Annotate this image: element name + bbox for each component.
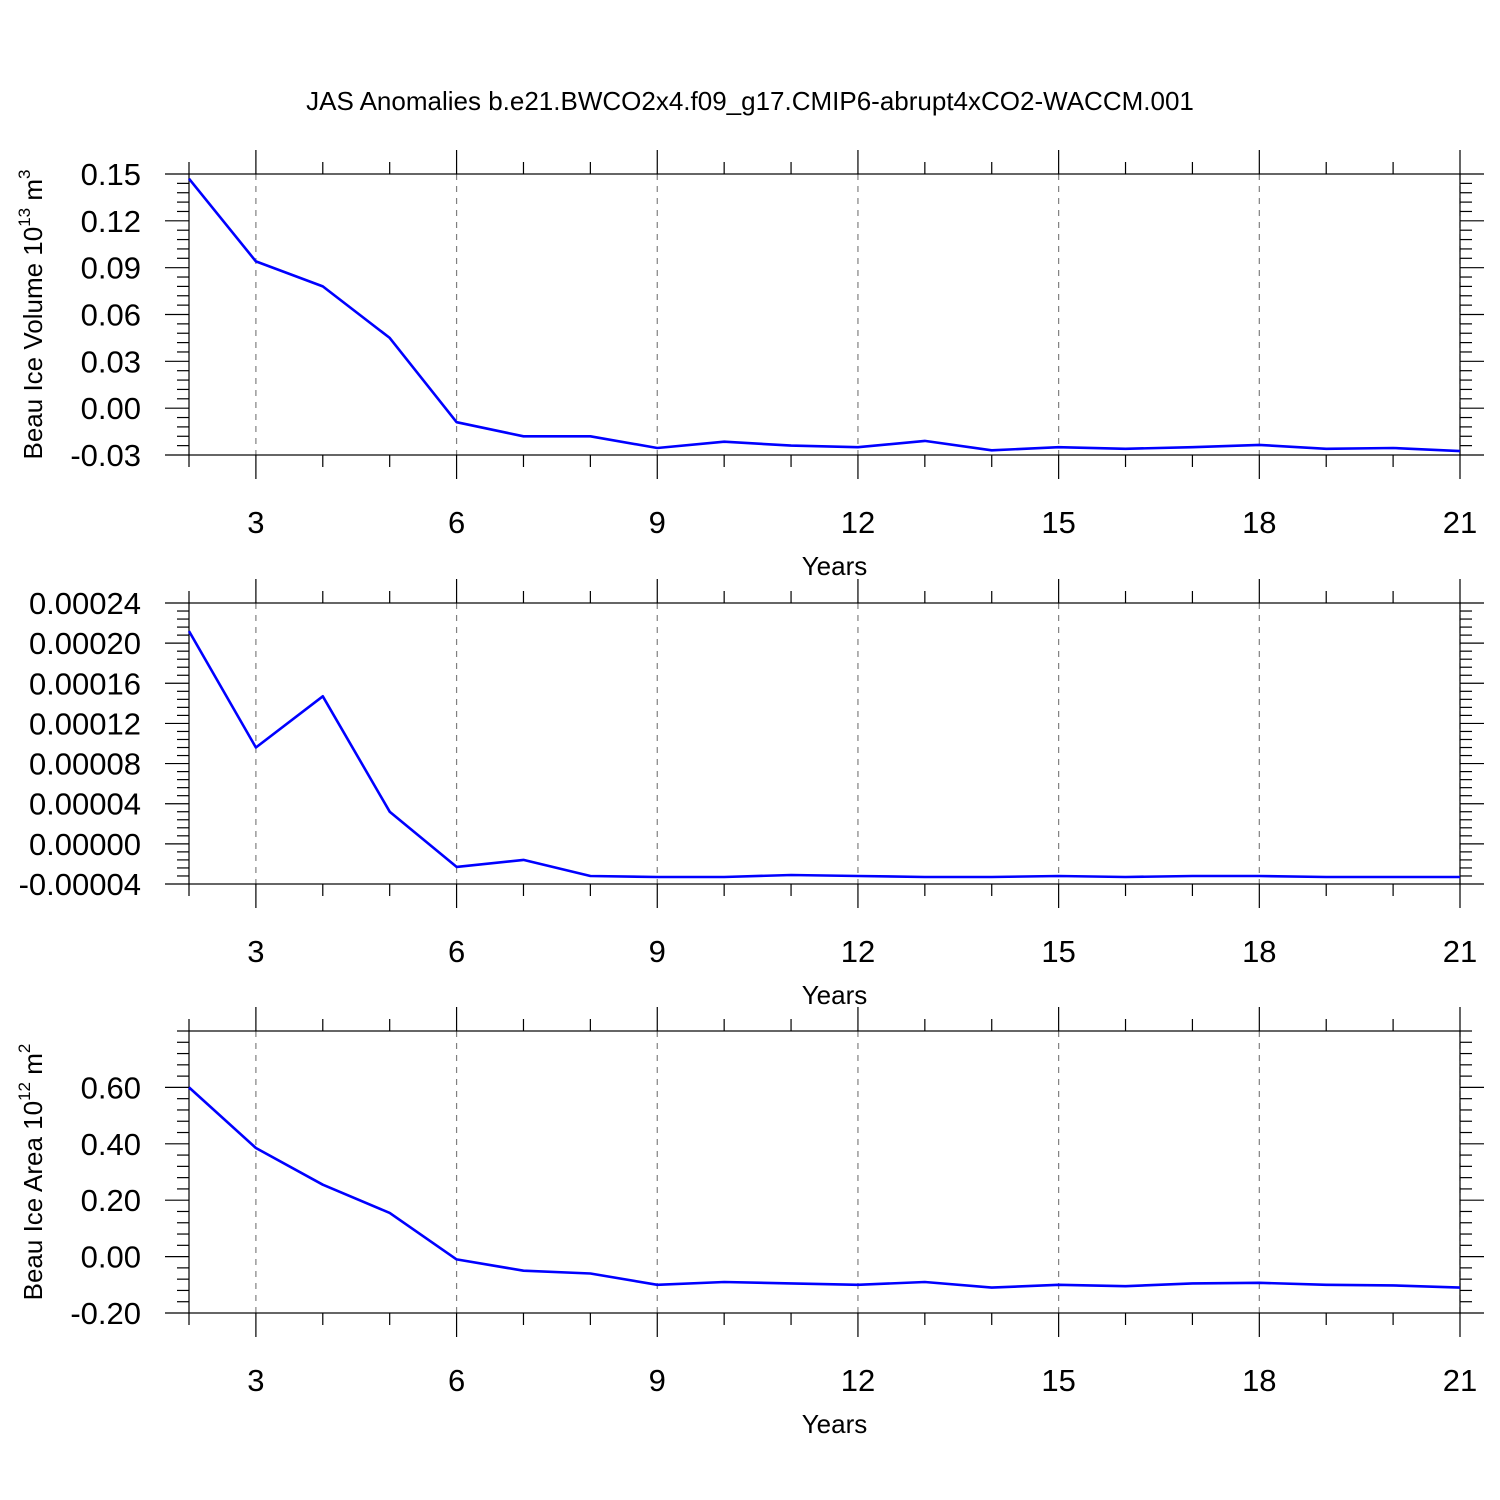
y-tick-label: 0.09 [81, 251, 141, 286]
y-axis-label-unit-exponent: 2 [15, 1044, 34, 1053]
y-axis-label-unit: m [18, 179, 48, 208]
x-tick-label: 21 [1443, 1363, 1477, 1398]
x-tick-label: 6 [448, 505, 465, 540]
y-tick-label: 0.40 [81, 1127, 141, 1162]
y-tick-label: 0.00020 [29, 626, 141, 661]
panel-1: 3 6 9 12 15 18 21 -0.03 0.00 0.03 0.06 0.09 0.12 0.15… [15, 150, 1484, 581]
x-tick-label: 9 [649, 505, 666, 540]
x-tick-label: 21 [1443, 505, 1477, 540]
x-axis-label: Years [802, 980, 868, 1010]
x-tick-label: 9 [649, 1363, 666, 1398]
y-tick-label: -0.20 [70, 1296, 141, 1331]
x-axis-label: Years [802, 1409, 868, 1439]
y-tick-label: -0.03 [70, 438, 141, 473]
series-line [188, 1086, 1461, 1289]
x-tick-label: 12 [841, 934, 875, 969]
y-axis-label-text: Beau Ice Volume 10 [18, 227, 48, 460]
y-tick-label: 0.06 [81, 298, 141, 333]
y-tick-label: 0.20 [81, 1183, 141, 1218]
x-tick-label: 21 [1443, 934, 1477, 969]
panel-3: 3 6 9 12 15 18 21 -0.20 0.00 0.20 0.40 0.60 Years Bea… [15, 1007, 1484, 1439]
y-axis-label: Beau Ice Area 1012 m2 [15, 1044, 48, 1301]
x-tick-label: 3 [247, 505, 264, 540]
plot-frame [188, 173, 1461, 456]
y-axis-label: Beau Ice Volume 1013 m3 [15, 170, 48, 460]
plot-frame [188, 602, 1461, 885]
y-tick-label: 0.00012 [29, 706, 141, 741]
y-tick-label: 0.00016 [29, 666, 141, 701]
y-axis-label-unit-exponent: 3 [15, 170, 34, 179]
y-axis-label-unit: m [18, 1053, 48, 1082]
y-tick-label: 0.60 [81, 1070, 141, 1105]
x-tick-label: 3 [247, 934, 264, 969]
y-tick-label: 0.00004 [29, 787, 141, 822]
y-tick-label: 0.00 [81, 391, 141, 426]
y-tick-label: 0.15 [81, 157, 141, 192]
series-line [187, 630, 1460, 879]
x-tick-label: 6 [448, 934, 465, 969]
panel-2: 3 6 9 12 15 18 21 -0.00004 0.00000 0.00004 0.00008… [19, 579, 1484, 1010]
plot-frame [188, 1030, 1461, 1314]
x-tick-label: 15 [1041, 934, 1075, 969]
y-axis-label-exponent: 12 [15, 1082, 34, 1101]
y-axis-label-exponent: 13 [15, 208, 34, 227]
x-tick-label: 3 [247, 1363, 264, 1398]
x-tick-label: 18 [1242, 1363, 1276, 1398]
y-tick-label: 0.03 [81, 344, 141, 379]
y-axis-label-text: Beau Ice Area 10 [18, 1101, 48, 1300]
x-axis-label: Years [802, 551, 868, 581]
y-tick-label: 0.00000 [29, 827, 141, 862]
x-tick-label: 15 [1041, 505, 1075, 540]
y-tick-label: -0.00004 [19, 867, 141, 902]
y-tick-label: 0.00008 [29, 747, 141, 782]
y-tick-label: 0.12 [81, 204, 141, 239]
x-tick-label: 18 [1242, 934, 1276, 969]
y-tick-label: 0.00 [81, 1240, 141, 1275]
x-tick-label: 18 [1242, 505, 1276, 540]
series-line [187, 177, 1461, 453]
x-tick-label: 12 [841, 505, 875, 540]
y-tick-label: 0.00024 [29, 586, 141, 621]
chart-title: JAS Anomalies b.e21.BWCO2x4.f09_g17.CMIP… [306, 86, 1194, 116]
x-tick-label: 12 [841, 1363, 875, 1398]
x-tick-label: 6 [448, 1363, 465, 1398]
x-tick-label: 15 [1041, 1363, 1075, 1398]
x-tick-label: 9 [649, 934, 666, 969]
